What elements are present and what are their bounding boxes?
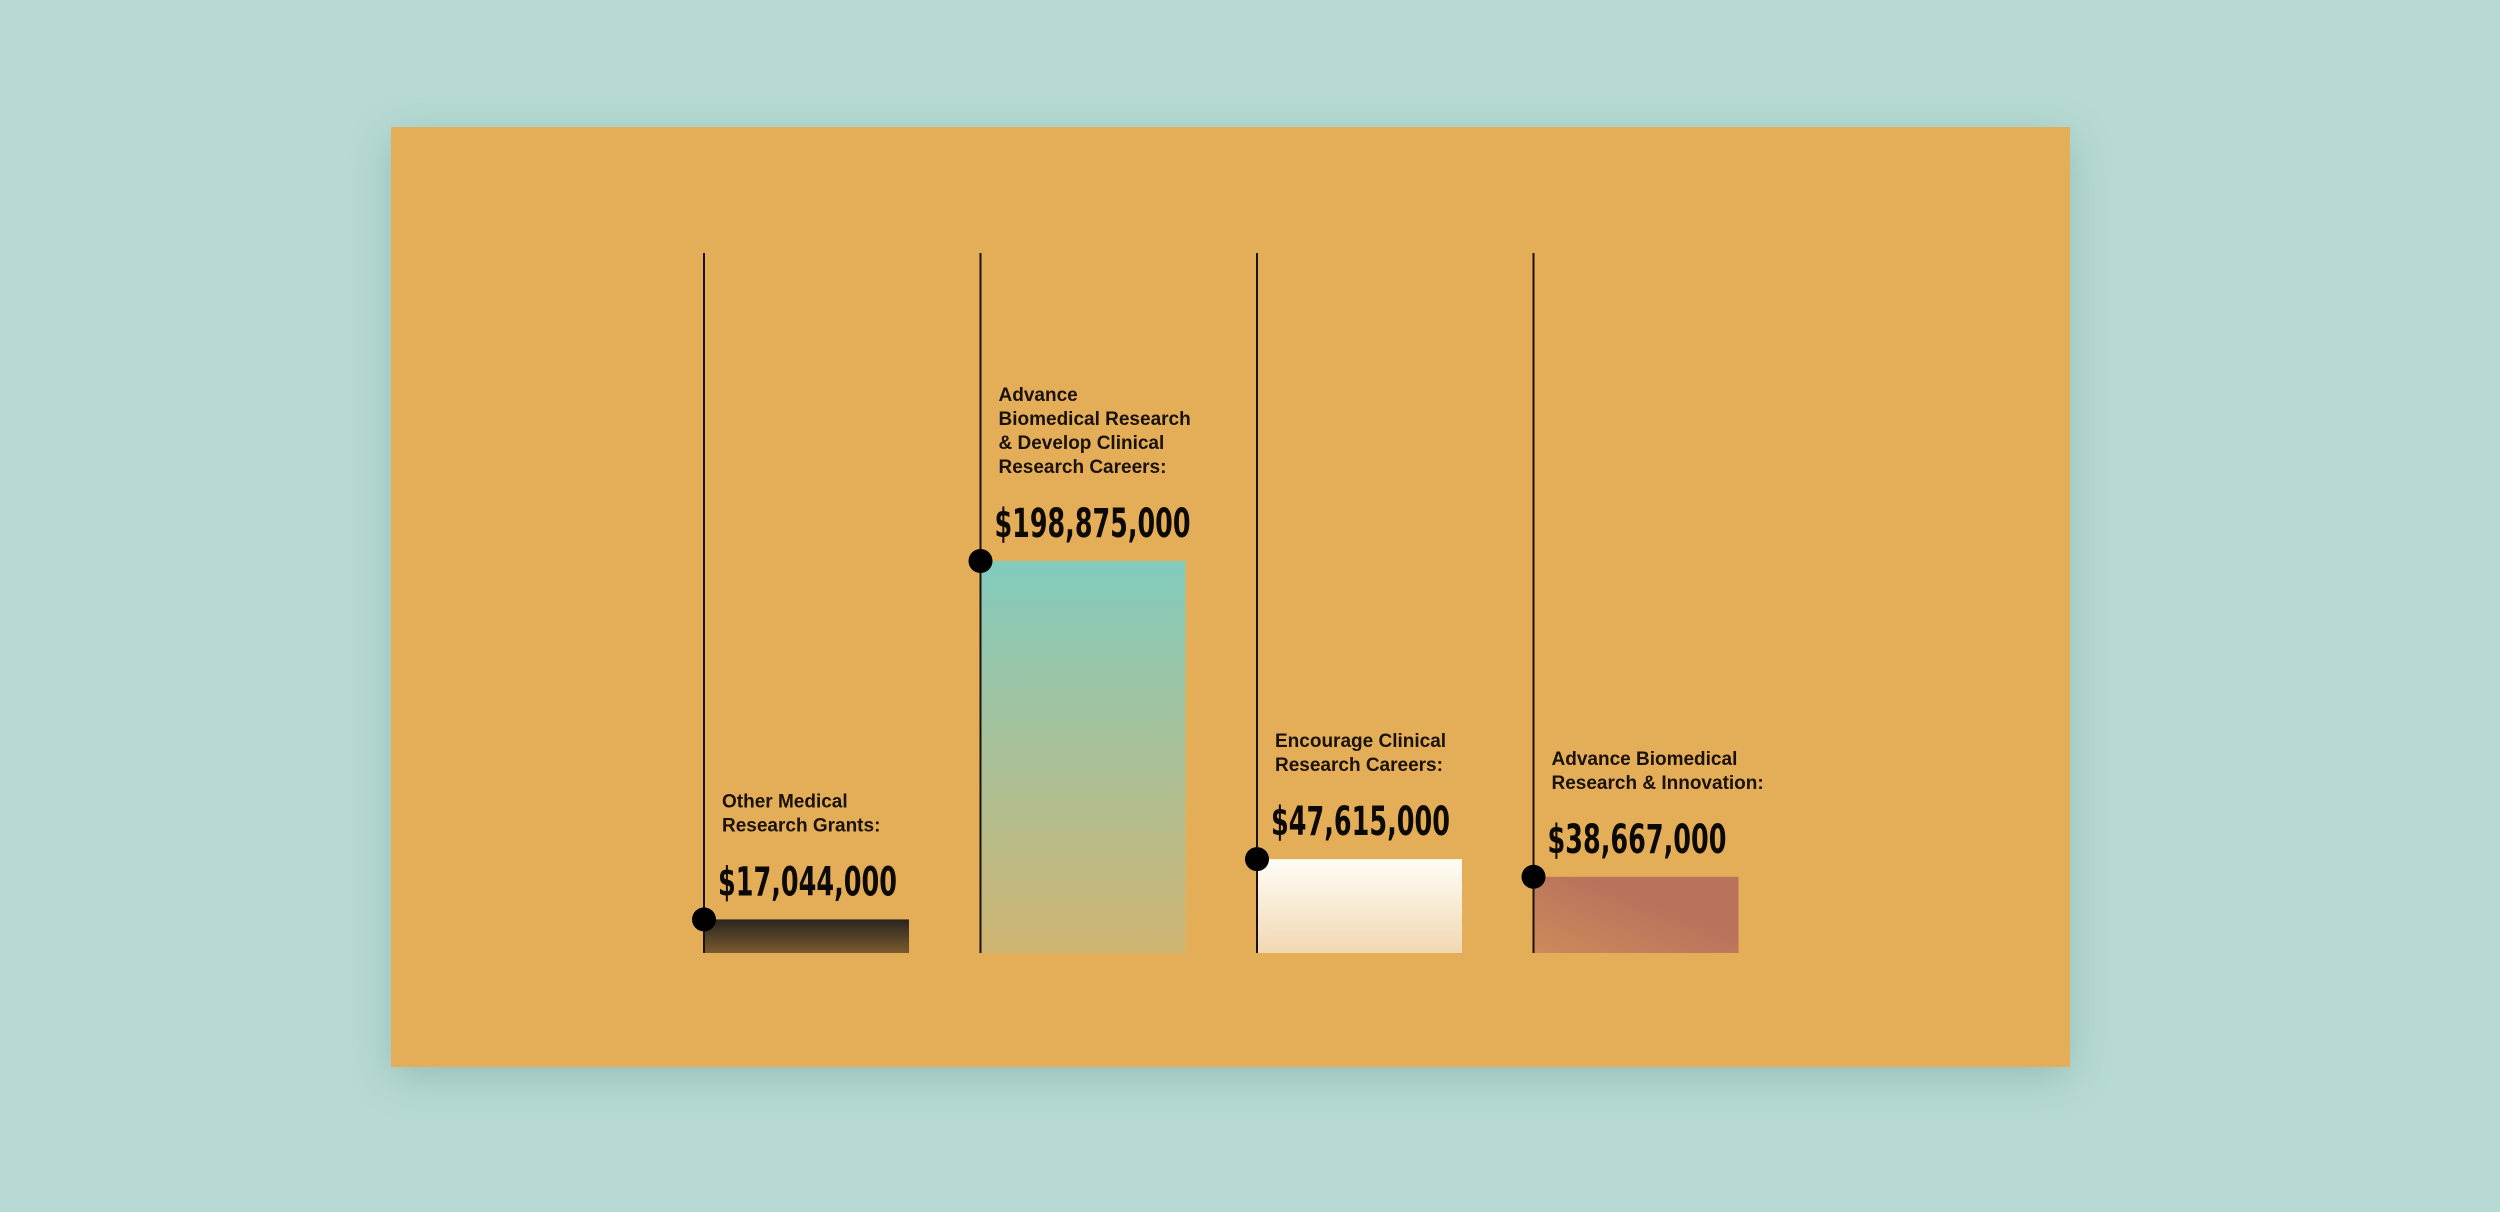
bar-marker-2 <box>969 549 993 573</box>
value-label-2: $198,875,000 <box>995 501 1191 547</box>
bar-1 <box>704 919 909 953</box>
category-label-2: Advance Biomedical Research & Develop Clin… <box>999 385 1191 478</box>
bar-4 <box>1534 877 1739 953</box>
value-label-4: $38,667,000 <box>1548 817 1727 863</box>
bar-marker-1 <box>692 907 716 931</box>
bar-marker-4 <box>1522 865 1546 889</box>
value-label-3: $47,615,000 <box>1271 799 1450 845</box>
category-label-4: Advance Biomedical Research & Innovation: <box>1552 749 1764 794</box>
value-label-1: $17,044,000 <box>718 859 897 905</box>
bar-marker-3 <box>1245 847 1269 871</box>
bar-3 <box>1257 859 1462 953</box>
category-label-3: Encourage Clinical Research Careers: <box>1275 731 1446 776</box>
bar-chart: $17,044,000 Other Medical Research Grants:… <box>391 127 2070 1067</box>
bar-2 <box>981 561 1186 953</box>
chart-card: $17,044,000 Other Medical Research Grants:… <box>391 127 2070 1067</box>
category-label-1: Other Medical Research Grants: <box>722 791 880 836</box>
